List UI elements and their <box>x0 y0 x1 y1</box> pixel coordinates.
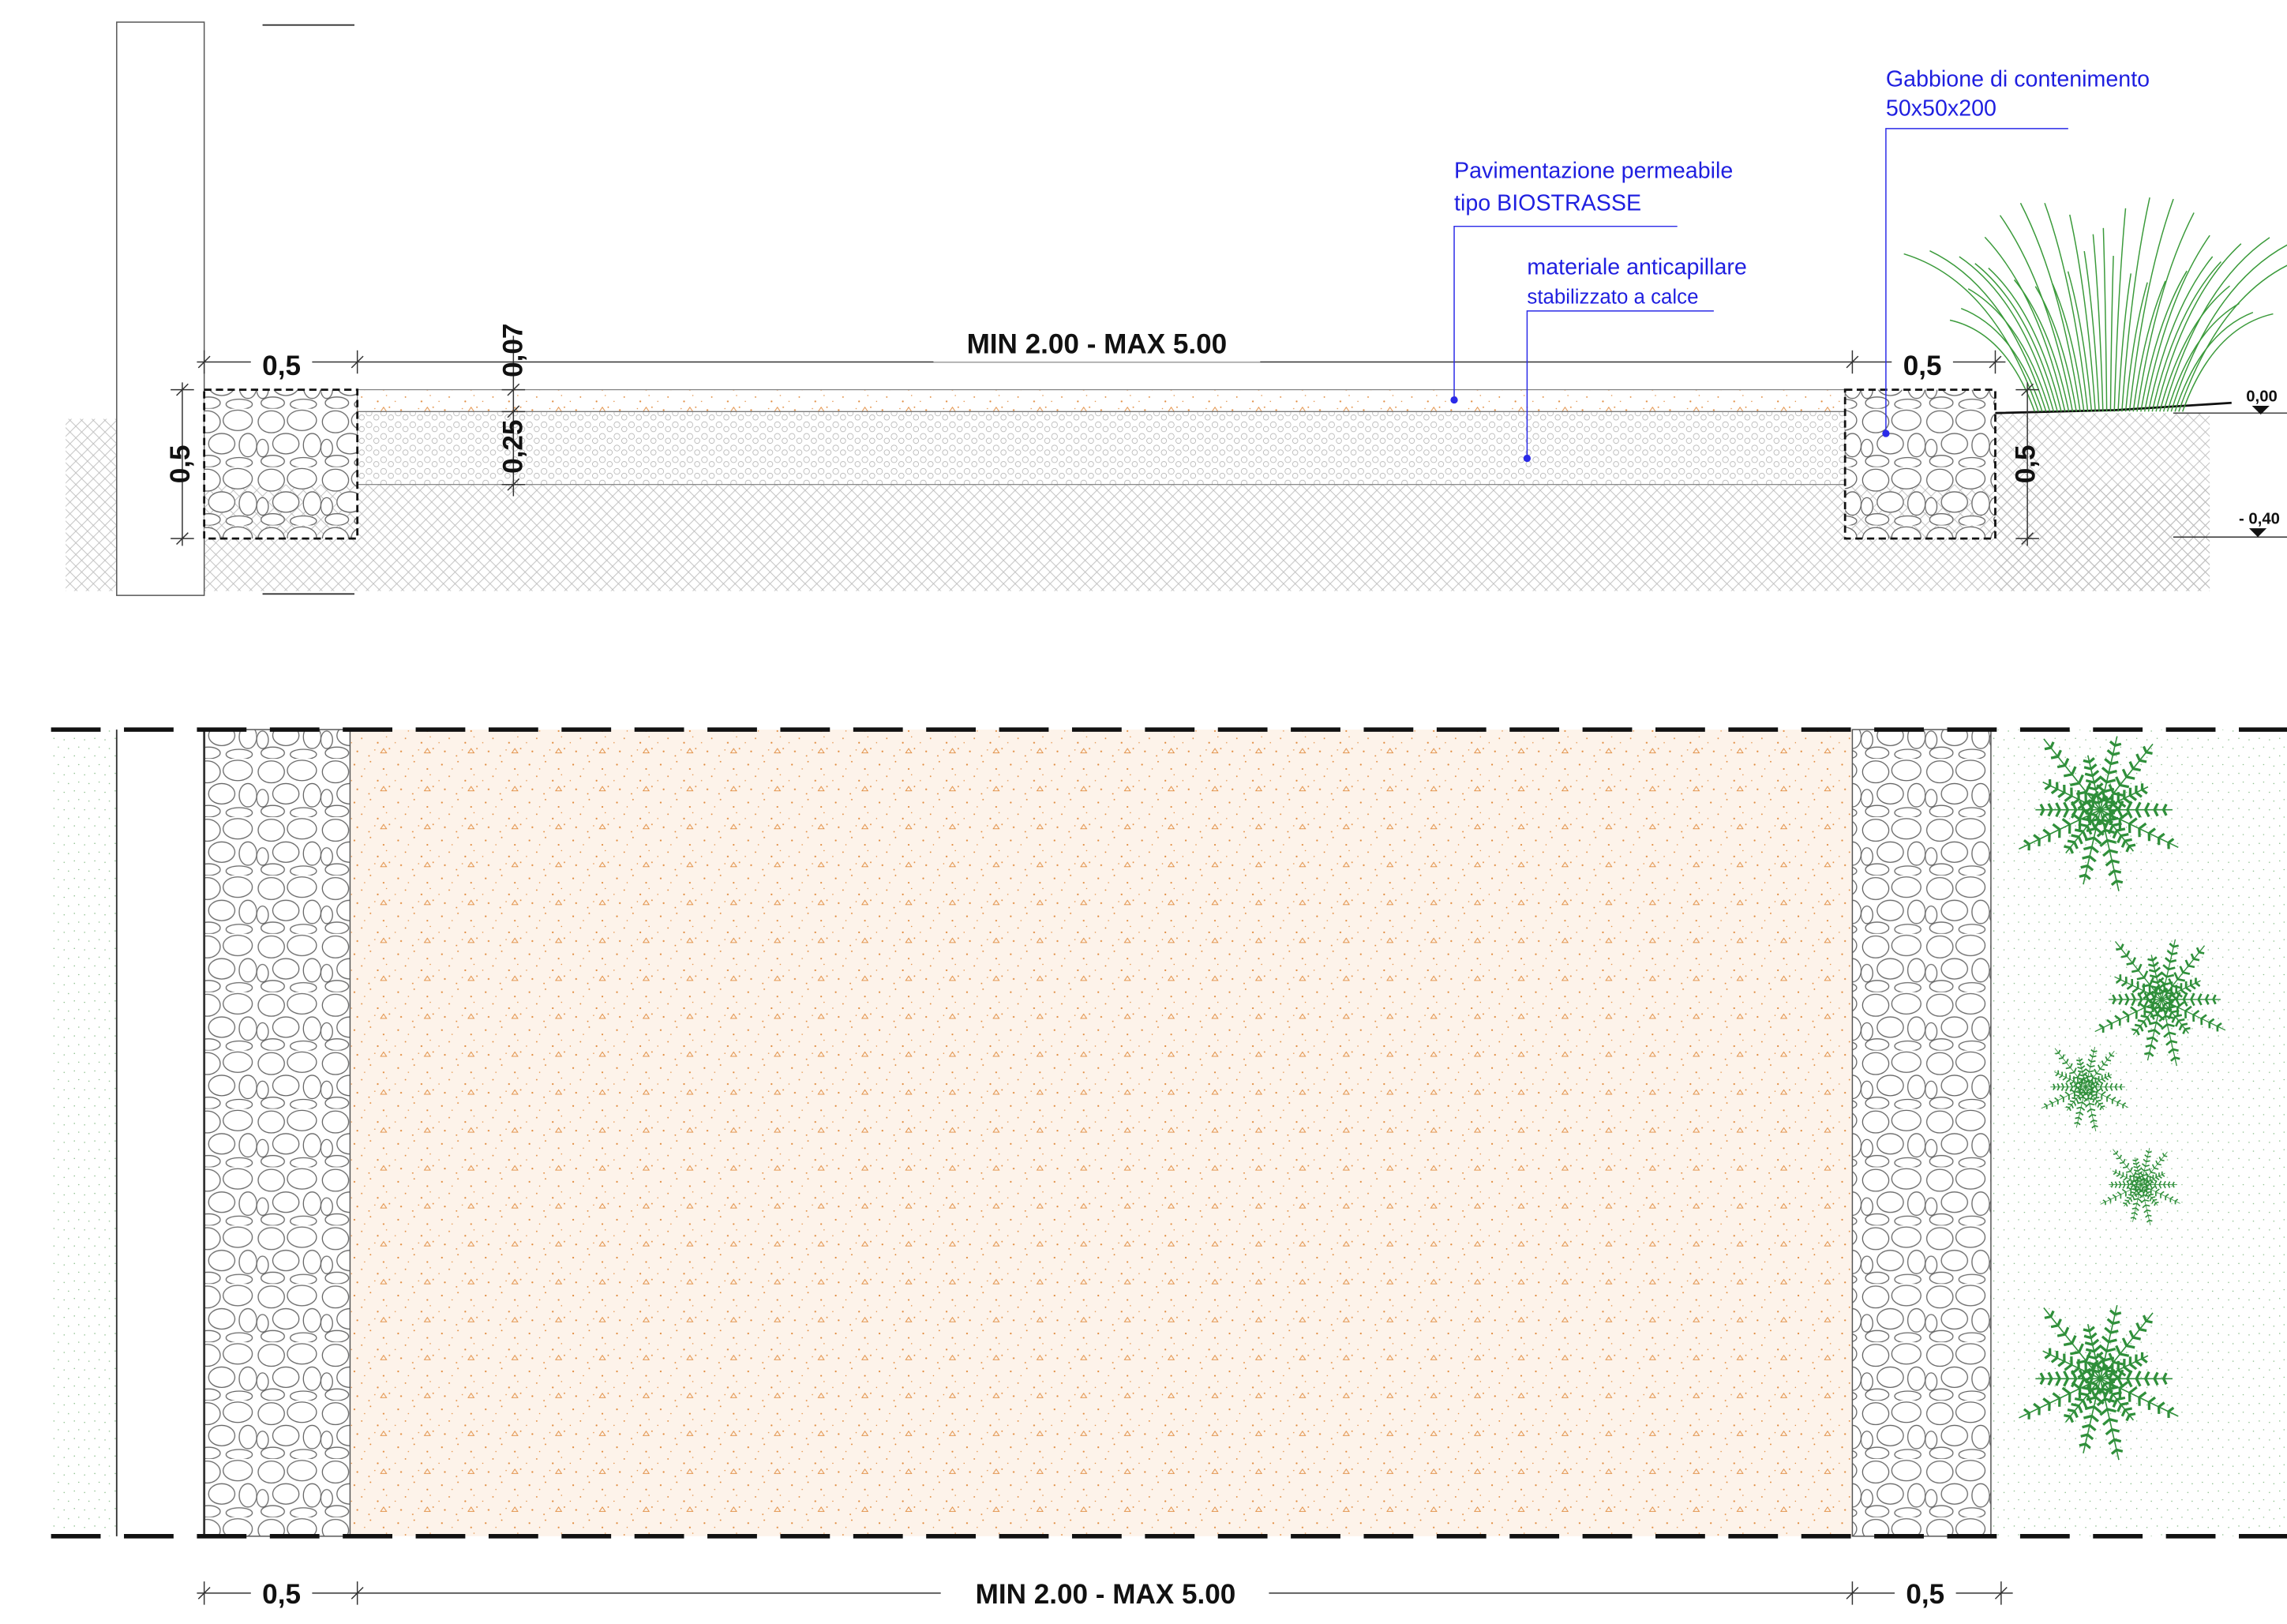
grass-blade <box>2083 250 2100 412</box>
grass-blade <box>2128 198 2174 412</box>
grass-blade <box>1903 253 2039 412</box>
grass-blade <box>2136 212 2195 412</box>
grass-blade <box>2182 313 2274 412</box>
dimension: MIN 2.00 - MAX 5.00 <box>967 328 1228 359</box>
dimension: 0,5 <box>1906 1579 1944 1610</box>
grass-blade <box>2019 202 2081 412</box>
label-bg <box>1891 344 1953 380</box>
grass-blade <box>2140 270 2188 412</box>
grass-blade <box>2052 283 2085 412</box>
level: 0,00 <box>2246 388 2278 405</box>
ground <box>1995 413 2210 591</box>
gabion <box>1851 729 1992 1537</box>
grass-blade <box>2162 237 2270 412</box>
grass-blade <box>2121 197 2150 412</box>
label-bg <box>1895 1575 1956 1611</box>
grass-blade <box>1984 236 2066 412</box>
annotation: 50x50x200 <box>1886 96 1996 121</box>
grass-blade <box>2159 285 2230 412</box>
dimension: MIN 2.00 - MAX 5.00 <box>976 1579 1236 1610</box>
grass-blade <box>2034 286 2077 412</box>
grass-blade <box>2069 214 2096 412</box>
gabion <box>203 388 359 540</box>
grass-blade <box>2013 279 2070 412</box>
grass-blade <box>2151 261 2221 412</box>
grass <box>1903 197 2287 412</box>
annotation: Pavimentazione permeabile <box>1454 159 1733 184</box>
grass-blade <box>2113 208 2127 412</box>
subbase <box>357 411 1846 486</box>
grass-blade <box>2124 282 2148 412</box>
grass-blade <box>2178 264 2287 412</box>
label-bg <box>940 1575 1269 1611</box>
gabion <box>1843 388 1996 540</box>
dimension: 0,5 <box>262 1579 301 1610</box>
annotation: tipo BIOSTRASSE <box>1454 190 1641 216</box>
dimension: 0,5 <box>262 351 301 381</box>
grass-blade <box>2147 256 2214 412</box>
grass-blade <box>2109 256 2114 412</box>
grass-blade <box>2067 271 2093 412</box>
dimension: 0,5 <box>1903 351 1942 381</box>
leader-dot <box>1523 454 1532 463</box>
label-bg <box>250 344 313 380</box>
green-area <box>1990 729 2287 1536</box>
gabion <box>203 729 351 1537</box>
grass-blade <box>2143 234 2210 412</box>
leader <box>1453 225 1678 400</box>
green-area <box>51 729 117 1536</box>
grass-blade <box>2044 202 2089 412</box>
grass-blade <box>2117 273 2131 412</box>
grass-blade <box>2102 227 2108 412</box>
dimension: 0,5 <box>165 444 196 483</box>
annotation: Gabbione di contenimento <box>1886 66 2150 92</box>
level: - 0,40 <box>2239 511 2280 528</box>
grass-blade <box>2170 244 2287 412</box>
ground-line <box>1995 401 2232 414</box>
grass-blade <box>1960 307 2043 412</box>
leader-dot <box>1450 396 1458 404</box>
dimension: 0,07 <box>497 324 528 377</box>
grass-blade <box>1974 263 2058 412</box>
grass-blade <box>1959 256 2055 412</box>
leader <box>1526 310 1714 459</box>
level-marker <box>2248 528 2267 538</box>
dimension: 0,25 <box>497 420 528 474</box>
level-marker <box>2251 405 2270 415</box>
grass-blade <box>1967 288 2051 412</box>
annotation: materiale anticapillare <box>1527 255 1746 280</box>
ground <box>66 418 117 591</box>
annotation: stabilizzato a calce <box>1527 287 1698 309</box>
grass-blade <box>2132 280 2166 412</box>
leader-dot <box>1882 429 1890 437</box>
grass-blade <box>1929 249 2047 412</box>
leader <box>1885 128 2068 434</box>
grass-blade <box>2092 234 2104 412</box>
wall <box>116 21 205 596</box>
dimension: 0,5 <box>2010 444 2041 483</box>
plan: 0,5 MIN 2.00 - MAX 5.00 0,5 <box>51 727 2287 1611</box>
grass-blade <box>1988 267 2062 412</box>
label-bg <box>250 1575 313 1611</box>
grass-blade <box>2155 243 2242 412</box>
paving <box>350 729 1853 1536</box>
label-bg <box>933 327 1261 362</box>
paving <box>357 389 1846 412</box>
section: 0,5 MIN 2.00 - MAX 5.00 0,5 0,5 0,07 0,2… <box>66 21 2287 596</box>
